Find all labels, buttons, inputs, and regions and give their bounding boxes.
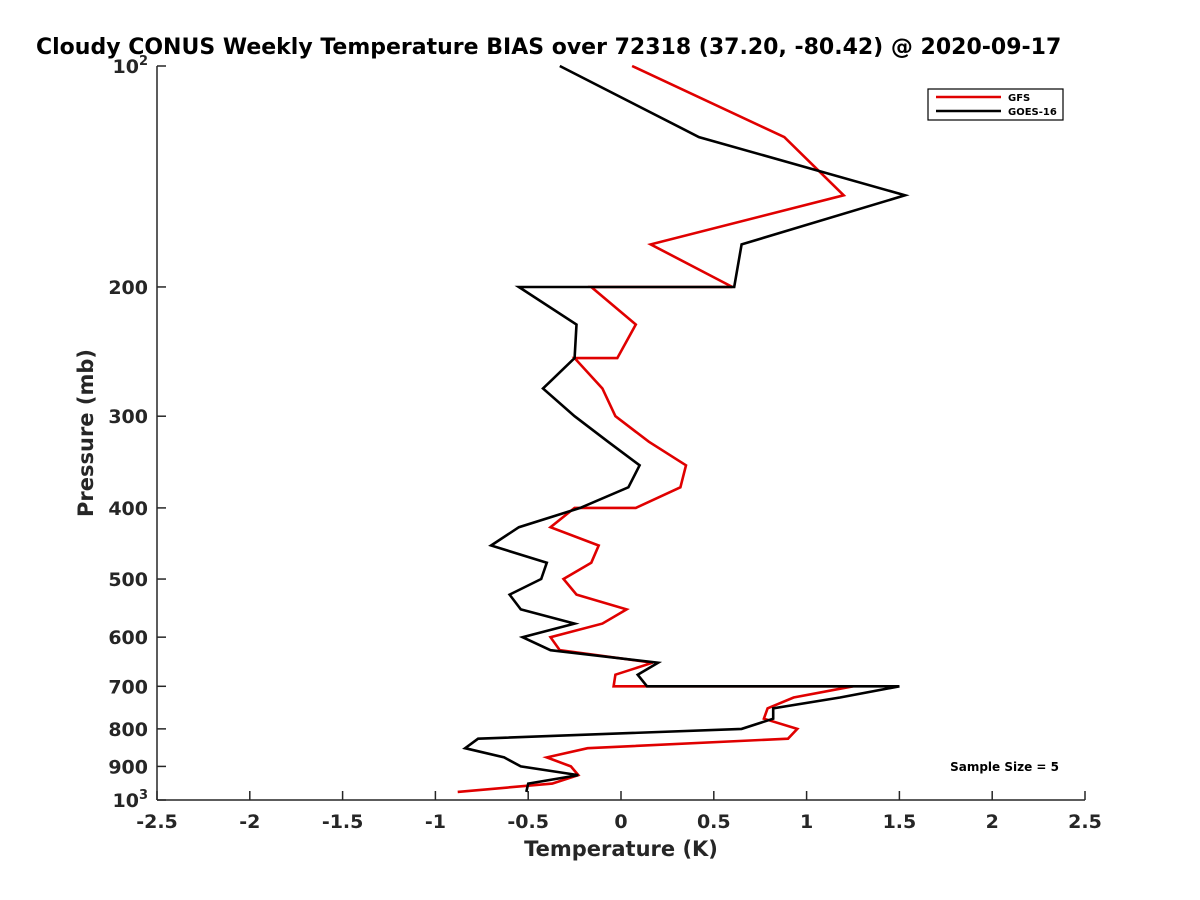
y-tick-label: 500 <box>108 569 148 591</box>
legend-label: GOES-16 <box>1008 107 1057 118</box>
y-tick-label: 103 <box>113 788 149 812</box>
series-line-goes-16 <box>462 64 910 793</box>
y-tick-label: 300 <box>108 406 148 428</box>
chart-legend: GFS GOES-16 <box>927 88 1064 121</box>
x-axis-label: Temperature (K) <box>524 837 718 861</box>
y-tick-label: 900 <box>108 756 148 778</box>
x-tick-label: 0.5 <box>697 811 731 833</box>
x-tick-label: 0 <box>614 811 627 833</box>
x-tick-label: 2.5 <box>1068 811 1102 833</box>
x-tick-label: 1.5 <box>883 811 917 833</box>
y-tick-label: 600 <box>108 627 148 649</box>
y-axis-label: Pressure (mb) <box>74 349 98 517</box>
x-tick-label: -1 <box>425 811 446 833</box>
x-tick-label: -0.5 <box>507 811 549 833</box>
chart-title: Cloudy CONUS Weekly Temperature BIAS ove… <box>36 35 1061 60</box>
y-tick-label: 700 <box>108 676 148 698</box>
legend-box <box>927 88 1064 121</box>
series-line-gfs <box>457 64 854 794</box>
x-tick-label: -1.5 <box>322 811 364 833</box>
x-tick-label: 2 <box>986 811 999 833</box>
legend-label: GFS <box>1008 93 1030 104</box>
series-layer <box>457 64 910 794</box>
y-tick-label: 800 <box>108 719 148 741</box>
x-tick-label: 1 <box>800 811 813 833</box>
y-tick-label: 400 <box>108 498 148 520</box>
x-tick-label: -2.5 <box>136 811 178 833</box>
y-tick-label: 200 <box>108 277 148 299</box>
y-tick-label: 102 <box>113 54 149 78</box>
sample-size-annotation: Sample Size = 5 <box>950 760 1059 774</box>
x-tick-label: -2 <box>239 811 260 833</box>
axes-layer: -2.5 -2 -1.5 -1 -0.5 0 0.5 1 1.5 2 2.5 102 200 300 400… <box>108 54 1102 833</box>
